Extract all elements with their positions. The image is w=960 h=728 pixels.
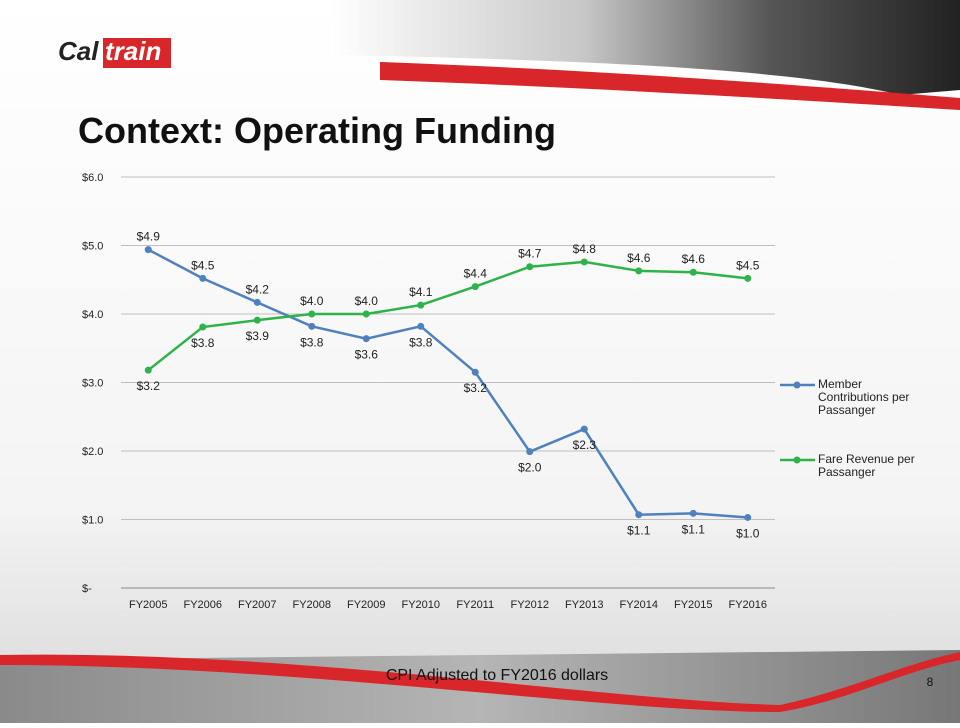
y-tick-label: $4.0 [82, 309, 103, 321]
y-tick-label: $3.0 [82, 378, 103, 390]
point [253, 316, 261, 324]
legend-marker [793, 456, 801, 464]
x-tick-label: FY2009 [347, 599, 386, 611]
logo-red [103, 38, 171, 68]
data-label: $3.8 [409, 335, 433, 349]
data-label: $3.6 [355, 348, 379, 362]
point [471, 368, 479, 376]
data-label: $4.7 [518, 247, 542, 261]
point [417, 301, 425, 309]
data-label: $4.2 [246, 282, 270, 296]
data-label: $3.8 [300, 335, 324, 349]
y-tick-label: $2.0 [82, 446, 103, 458]
top-band [330, 0, 960, 95]
point [362, 335, 370, 343]
slide-title: Context: Operating Funding [78, 110, 556, 151]
data-label: $4.5 [191, 258, 215, 272]
point [144, 246, 152, 254]
data-label: $1.0 [736, 526, 760, 540]
point [526, 263, 534, 271]
x-tick-label: FY2013 [565, 599, 604, 611]
point [689, 268, 697, 276]
point [526, 448, 534, 456]
point [199, 323, 207, 331]
legend-marker [793, 381, 801, 389]
series-line [147, 260, 748, 372]
x-tick-label: FY2014 [619, 599, 658, 611]
footer: CPI Adjusted to FY2016 dollars [386, 667, 608, 684]
x-tick-label: FY2010 [401, 599, 440, 611]
y-tick-label: $5.0 [82, 241, 103, 253]
x-tick-label: FY2008 [292, 599, 331, 611]
point [362, 310, 370, 318]
logo-dark: Cal [58, 36, 99, 66]
data-label: $3.8 [191, 336, 215, 350]
point [635, 511, 643, 519]
point [744, 274, 752, 282]
data-label: $4.9 [137, 230, 161, 244]
point [471, 283, 479, 291]
point [689, 509, 697, 517]
point [199, 274, 207, 282]
data-label: $4.4 [464, 267, 488, 281]
point [308, 310, 316, 318]
data-label: $4.5 [736, 258, 760, 272]
x-tick-label: FY2012 [510, 599, 549, 611]
page-number: 8 [927, 675, 934, 689]
x-tick-label: FY2016 [728, 599, 767, 611]
legend-label: Fare Revenue per Passanger [818, 452, 915, 479]
y-tick-label: $- [82, 583, 92, 595]
x-tick-label: FY2005 [129, 599, 168, 611]
data-label: $4.0 [300, 294, 324, 308]
bottom-swoosh [0, 652, 960, 712]
data-label: $3.2 [137, 379, 161, 393]
point [308, 322, 316, 330]
y-tick-label: $6.0 [82, 172, 103, 184]
x-tick-label: FY2011 [456, 599, 494, 611]
point [635, 267, 643, 275]
point [417, 322, 425, 330]
data-label: $4.0 [355, 294, 379, 308]
point [253, 298, 261, 306]
data-label: $2.0 [518, 461, 542, 475]
data-label: $4.8 [573, 242, 597, 256]
x-tick-label: FY2015 [674, 599, 713, 611]
data-label: $1.1 [627, 524, 651, 538]
point [744, 513, 752, 521]
legend-label: Member Contributions per Passanger [818, 377, 910, 417]
y-tick-label: $1.0 [82, 515, 103, 527]
data-label: $4.1 [409, 285, 433, 299]
data-label: $3.2 [464, 381, 488, 395]
data-label: $4.6 [627, 251, 651, 265]
x-tick-label: FY2007 [238, 599, 277, 611]
point [144, 366, 152, 374]
data-label: $4.6 [682, 252, 706, 266]
red-swoosh [380, 62, 960, 110]
data-label: $2.3 [573, 438, 597, 452]
point [580, 425, 588, 433]
logo-light: train [105, 36, 161, 66]
x-tick-label: FY2006 [183, 599, 222, 611]
data-label: $3.9 [246, 329, 270, 343]
data-label: $1.1 [682, 522, 706, 536]
point [580, 258, 588, 266]
series-line [147, 248, 748, 519]
